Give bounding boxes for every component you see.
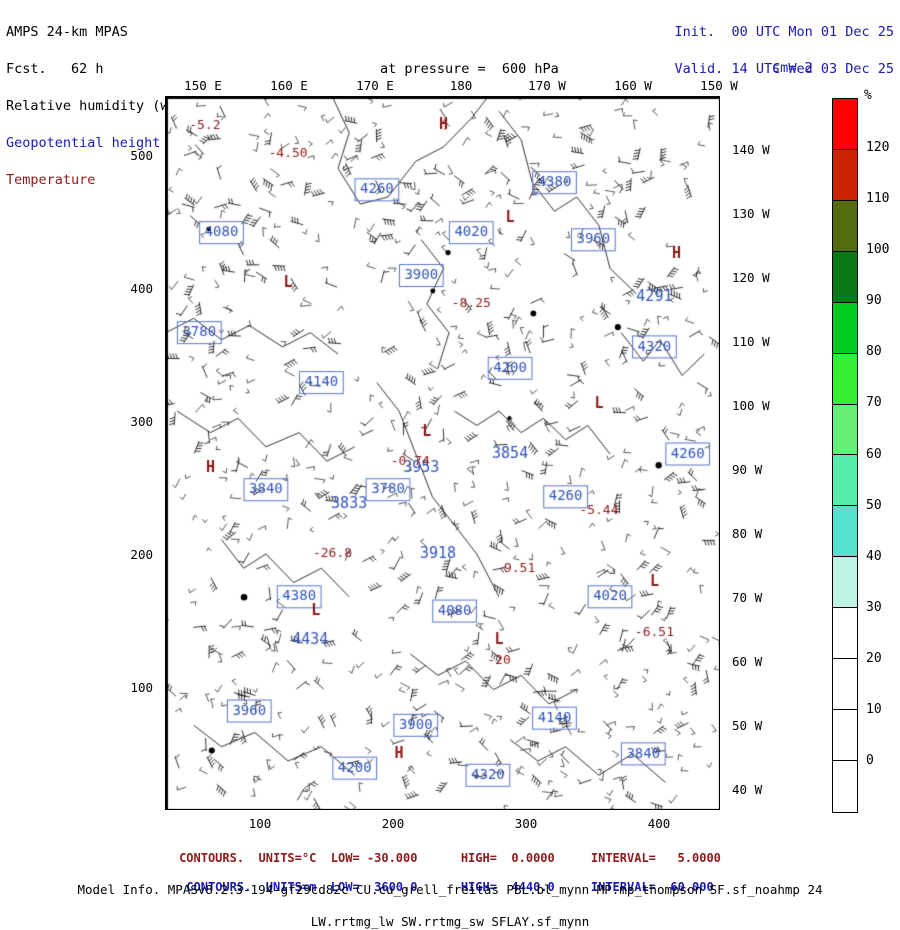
axis-tick-label: 100 W [732, 398, 770, 413]
colorbar-band [833, 608, 857, 660]
colorbar-unit-label: % [864, 88, 872, 103]
axis-tick-label: 400 [647, 816, 671, 831]
caption-geopotential-contours: CONTOURS. UNITS=m LOW= 3600.0 HIGH= 4440… [186, 879, 714, 894]
init-time: Init. 00 UTC Mon 01 Dec 25 [674, 23, 894, 40]
colorbar-tick-label: 50 [866, 497, 882, 513]
axis-tick-label: 40 W [732, 782, 763, 797]
colorbar-tick-label: 70 [866, 395, 882, 411]
colorbar-tick-label: 60 [866, 446, 882, 462]
axis-tick-label: 170 E [356, 78, 394, 93]
colorbar-band [833, 506, 857, 558]
axis-tick-label: 100 [248, 816, 272, 831]
axis-tick-label: 180 [449, 78, 473, 93]
axis-tick-label: 110 W [732, 334, 770, 349]
colorbar-band [833, 557, 857, 609]
valid-time: Valid. 14 UTC Wed 03 Dec 25 [674, 60, 894, 77]
axis-tick-label: 70 W [732, 590, 763, 605]
colorbar-band [833, 99, 857, 150]
axis-tick-label: 100 [130, 680, 153, 695]
axis-tick-label: 160 E [270, 78, 308, 93]
colorbar-tick-label: 20 [866, 650, 882, 666]
field-label-temperature: Temperature [6, 172, 96, 189]
colorbar-tick-label: 80 [866, 344, 882, 360]
axis-tick-label: 150 W [700, 78, 738, 93]
model-info-line-2: LW.rrtmg_lw SW.rrtmg_sw SFLAY.sf_mynn [310, 914, 590, 929]
model-info-block: Model Info. MPASv8.2.3-194-gf29cd82c CU.… [0, 866, 900, 930]
colorbar [832, 98, 858, 813]
axis-tick-label: 400 [130, 281, 153, 296]
axis-tick-label: 80 W [732, 526, 763, 541]
colorbar-band [833, 404, 857, 456]
axis-tick-label: 170 W [528, 78, 566, 93]
axis-tick-label: 130 W [732, 206, 770, 221]
colorbar-tick-label: 10 [866, 701, 882, 717]
axis-tick-label: 300 [514, 816, 538, 831]
weather-field-canvas [166, 97, 719, 809]
header-right-block: Init. 00 UTC Mon 01 Dec 25 Valid. 14 UTC… [675, 4, 894, 78]
model-info-line-1: Model Info. MPASv8.2.3-194-gf29cd82c CU.… [77, 882, 823, 897]
colorbar-band [833, 353, 857, 405]
axis-tick-label: 160 W [614, 78, 652, 93]
field-label-geopotential: Geopotential height [6, 135, 161, 152]
map-plot-area[interactable] [165, 96, 720, 810]
forecast-hour: Fcst. 62 h [6, 60, 104, 77]
smoothing-label: sm= 2 [772, 60, 813, 76]
colorbar-band [833, 251, 857, 303]
colorbar-tick-label: 100 [866, 242, 890, 258]
colorbar-tick-label: 90 [866, 293, 882, 309]
axis-tick-label: 150 E [184, 78, 222, 93]
axis-tick-label: 140 W [732, 142, 770, 157]
axis-tick-label: 200 [381, 816, 405, 831]
colorbar-band [833, 149, 857, 201]
colorbar-tick-label: 110 [866, 191, 890, 207]
model-title: AMPS 24-km MPAS [6, 23, 128, 40]
pressure-rh: at pressure = 600 hPa [380, 60, 559, 77]
axis-tick-label: 60 W [732, 654, 763, 669]
colorbar-band [833, 455, 857, 507]
colorbar-band [833, 760, 857, 812]
caption-block: CONTOURS. UNITS=°C LOW= -30.000 HIGH= 0.… [0, 836, 900, 894]
colorbar-band [833, 710, 857, 761]
axis-tick-label: 500 [130, 148, 153, 163]
colorbar-band [833, 659, 857, 711]
colorbar-band [833, 302, 857, 354]
axis-tick-label: 120 W [732, 270, 770, 285]
caption-temperature-contours: CONTOURS. UNITS=°C LOW= -30.000 HIGH= 0.… [179, 850, 721, 865]
colorbar-band [833, 200, 857, 252]
axis-tick-label: 50 W [732, 718, 763, 733]
colorbar-tick-label: 0 [866, 752, 874, 768]
axis-tick-label: 90 W [732, 462, 763, 477]
axis-tick-label: 200 [130, 547, 153, 562]
colorbar-tick-label: 40 [866, 548, 882, 564]
colorbar-tick-label: 120 [866, 140, 890, 156]
axis-tick-label: 300 [130, 414, 153, 429]
colorbar-tick-label: 30 [866, 599, 882, 615]
